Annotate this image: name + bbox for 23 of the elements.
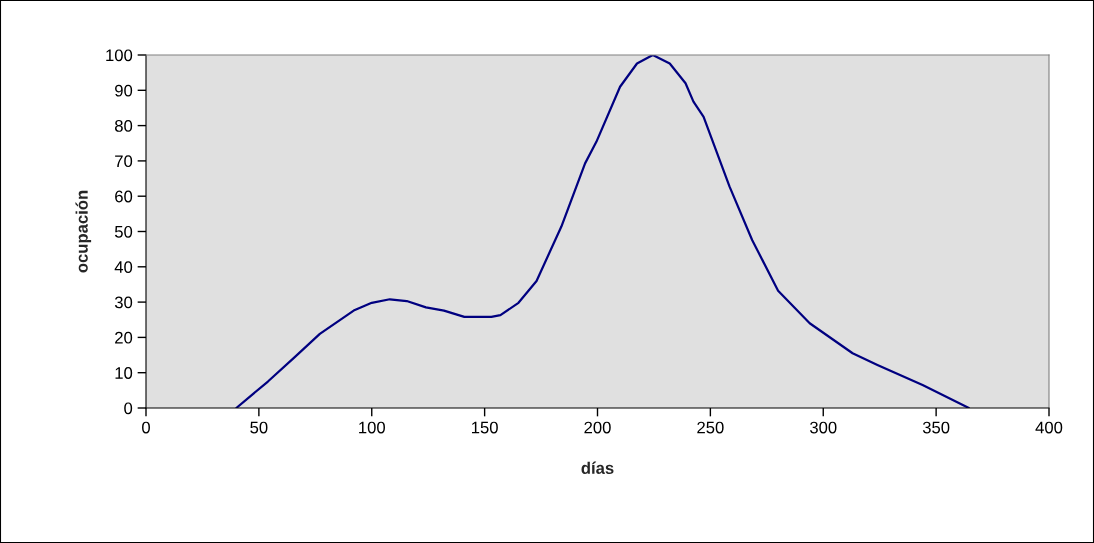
- y-tick-label: 70: [115, 155, 133, 168]
- x-tick-label: 200: [584, 421, 611, 434]
- x-tick-label: 50: [250, 421, 268, 434]
- x-tick-label: 0: [142, 421, 150, 434]
- x-tick-label: 250: [697, 421, 724, 434]
- y-tick-label: 20: [115, 331, 133, 344]
- x-tick-label: 350: [922, 421, 950, 434]
- y-tick-label: 10: [115, 367, 133, 379]
- y-tick-label: 60: [115, 190, 133, 203]
- y-tick-label: 0: [124, 402, 133, 415]
- y-tick-label: 100: [106, 49, 133, 62]
- y-axis-title: ocupación: [75, 190, 92, 273]
- y-tick-label: 30: [114, 296, 133, 309]
- y-tick-label: 90: [115, 84, 133, 97]
- line-series: [235, 55, 970, 408]
- y-tick-label: 40: [114, 261, 133, 273]
- x-tick-label: 150: [471, 421, 498, 434]
- x-tick-label: 400: [1035, 421, 1063, 434]
- x-axis-title: días: [581, 461, 614, 474]
- x-tick-label: 100: [359, 421, 385, 434]
- y-tick-label: 50: [114, 225, 133, 238]
- y-tick-label: 80: [114, 120, 133, 132]
- x-tick-label: 300: [809, 421, 837, 434]
